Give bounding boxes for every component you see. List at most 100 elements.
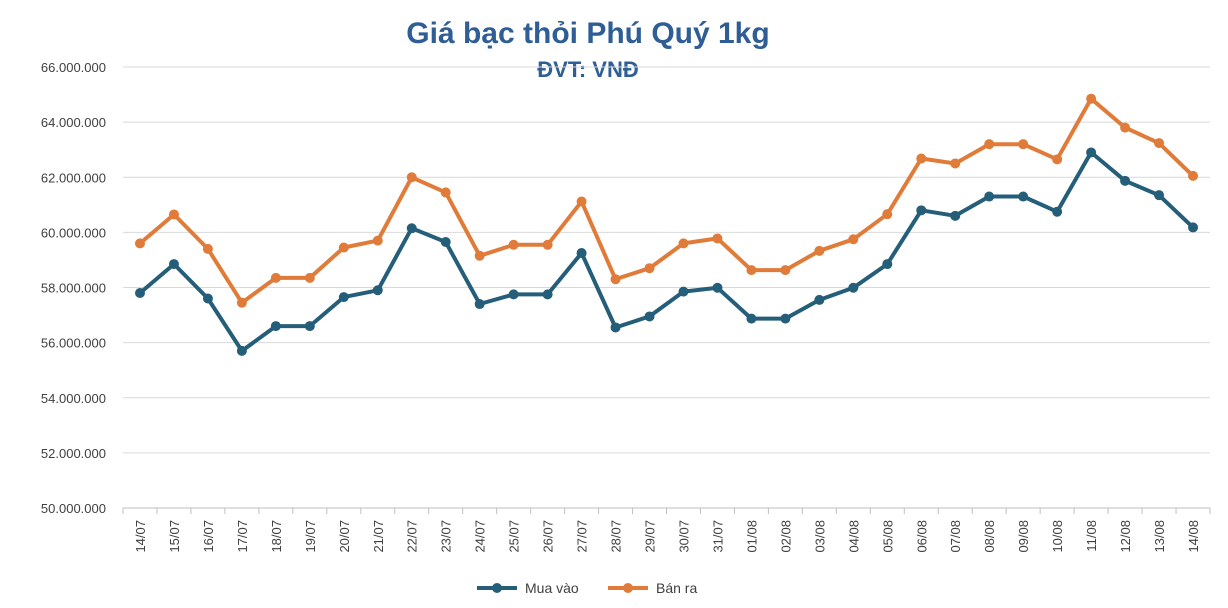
data-point bbox=[1188, 170, 1199, 181]
data-point bbox=[440, 187, 451, 198]
data-point bbox=[1052, 154, 1063, 165]
data-point bbox=[1120, 122, 1131, 133]
x-tick-label: 15/07 bbox=[167, 520, 182, 553]
data-point bbox=[134, 238, 145, 249]
x-tick-label: 01/08 bbox=[744, 520, 759, 553]
x-tick-label: 08/08 bbox=[982, 520, 997, 553]
y-tick-label: 50.000.000 bbox=[41, 501, 106, 516]
data-point bbox=[134, 288, 145, 299]
series-line-2 bbox=[138, 96, 1195, 305]
data-point bbox=[644, 263, 655, 274]
y-tick-label: 60.000.000 bbox=[41, 225, 106, 240]
x-tick-label: 14/07 bbox=[133, 520, 148, 553]
x-tick-label: 21/07 bbox=[371, 520, 386, 553]
data-point bbox=[168, 209, 179, 220]
x-tick-label: 05/08 bbox=[880, 520, 895, 553]
data-point bbox=[712, 282, 723, 293]
data-point bbox=[882, 209, 893, 220]
y-tick-label: 56.000.000 bbox=[41, 336, 106, 351]
gridlines bbox=[123, 66, 1210, 454]
x-tick-label: 03/08 bbox=[812, 520, 827, 553]
data-point bbox=[406, 172, 417, 183]
x-tick-label: 02/08 bbox=[778, 520, 793, 553]
data-point bbox=[1086, 93, 1097, 104]
y-tick-label: 66.000.000 bbox=[41, 60, 106, 75]
data-point bbox=[950, 210, 961, 221]
x-tick-label: 11/08 bbox=[1084, 520, 1099, 552]
legend-marker bbox=[492, 583, 502, 593]
data-point bbox=[848, 282, 859, 293]
x-tick-label: 10/08 bbox=[1050, 520, 1065, 553]
data-point bbox=[474, 299, 485, 310]
x-tick-label: 09/08 bbox=[1016, 520, 1031, 553]
x-tick-label: 04/08 bbox=[846, 520, 861, 553]
chart-title: Giá bạc thỏi Phú Quý 1kg bbox=[406, 17, 769, 50]
data-point bbox=[372, 235, 383, 246]
data-point bbox=[1120, 175, 1131, 186]
x-tick-label: 06/08 bbox=[914, 520, 929, 553]
data-point bbox=[780, 265, 791, 276]
legend-label: Mua vào bbox=[525, 580, 579, 596]
x-tick-label: 29/07 bbox=[643, 520, 658, 553]
legend: Mua vào Bán ra bbox=[477, 580, 697, 596]
x-tick-label: 23/07 bbox=[439, 520, 454, 553]
data-point bbox=[848, 234, 859, 245]
data-point bbox=[1154, 138, 1165, 149]
data-point bbox=[202, 293, 213, 304]
y-tick-label: 64.000.000 bbox=[41, 115, 106, 130]
data-point bbox=[576, 248, 587, 259]
data-point bbox=[406, 223, 417, 234]
data-point bbox=[916, 205, 927, 216]
x-tick-label: 14/08 bbox=[1186, 520, 1201, 553]
x-tick-label: 12/08 bbox=[1118, 520, 1133, 553]
x-tick-label: 31/07 bbox=[710, 520, 725, 553]
y-tick-label: 58.000.000 bbox=[41, 281, 106, 296]
data-point bbox=[984, 139, 995, 150]
x-tick-label: 24/07 bbox=[473, 520, 488, 553]
x-tick-label: 27/07 bbox=[575, 520, 590, 553]
data-point bbox=[508, 289, 519, 300]
x-tick-label: 17/07 bbox=[235, 520, 250, 553]
data-point bbox=[270, 272, 281, 283]
chart-subtitle: ĐVT: VNĐ bbox=[537, 57, 638, 82]
data-point bbox=[236, 345, 247, 356]
data-point bbox=[372, 285, 383, 296]
x-tick-label: 18/07 bbox=[269, 520, 284, 553]
x-tick-label: 30/07 bbox=[676, 520, 691, 553]
data-point bbox=[678, 238, 689, 249]
y-axis: 50.000.000 52.000.000 54.000.000 56.000.000… bbox=[41, 60, 106, 516]
data-point bbox=[882, 259, 893, 270]
data-point bbox=[678, 286, 689, 297]
y-tick-label: 52.000.000 bbox=[41, 446, 106, 461]
x-tick-label: 19/07 bbox=[303, 520, 318, 553]
data-point bbox=[542, 289, 553, 300]
data-point bbox=[440, 237, 451, 248]
data-point bbox=[508, 239, 519, 250]
data-point bbox=[1052, 206, 1063, 217]
x-tick-label: 16/07 bbox=[201, 520, 216, 553]
data-point bbox=[712, 233, 723, 244]
data-point bbox=[950, 158, 961, 169]
data-point bbox=[644, 311, 655, 322]
data-point bbox=[1154, 190, 1165, 201]
x-tick-label: 13/08 bbox=[1152, 520, 1167, 553]
data-point bbox=[1018, 139, 1029, 150]
data-point bbox=[542, 239, 553, 250]
x-tick-label: 28/07 bbox=[609, 520, 624, 553]
series-group bbox=[134, 93, 1199, 356]
x-axis: 14/07 15/07 16/07 17/07 18/07 19/07 20/07 21/07… bbox=[122, 507, 1211, 553]
data-point bbox=[202, 243, 213, 254]
series-line-1 bbox=[138, 150, 1195, 353]
data-point bbox=[338, 292, 349, 303]
data-point bbox=[746, 313, 757, 324]
y-tick-label: 54.000.000 bbox=[41, 391, 106, 406]
x-tick-label: 22/07 bbox=[405, 520, 420, 553]
y-tick-label: 62.000.000 bbox=[41, 170, 106, 185]
data-point bbox=[338, 242, 349, 253]
data-point bbox=[576, 196, 587, 207]
data-point bbox=[304, 272, 315, 283]
x-tick-label: 07/08 bbox=[948, 520, 963, 553]
x-tick-label: 20/07 bbox=[337, 520, 352, 553]
legend-marker bbox=[623, 583, 633, 593]
